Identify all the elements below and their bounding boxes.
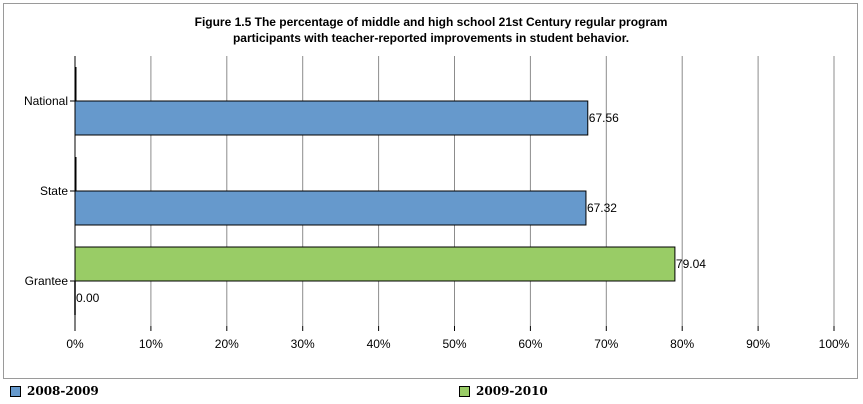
legend-swatch-2009-2010: [459, 385, 470, 397]
bar-grantee-2009-2010: [74, 246, 676, 282]
x-tick-label-40: 40%: [367, 337, 391, 351]
legend-item-2009-2010: 2009-2010: [459, 384, 548, 398]
data-label-national-2008-2009: 67.56: [589, 111, 619, 125]
x-tick-label-10: 10%: [139, 337, 163, 351]
data-label-state-2008-2009: 67.32: [587, 201, 617, 215]
y-tick-label-grantee: Grantee: [25, 274, 69, 288]
chart-title: Figure 1.5 The percentage of middle and …: [195, 15, 668, 45]
legend-label-2008-2009: 2008-2009: [27, 384, 99, 398]
bar-state-2008-2009: [74, 190, 587, 226]
legend-swatch-2008-2009: [10, 385, 21, 397]
legend: 2008-2009 2009-2010: [0, 382, 863, 402]
bars: [74, 67, 676, 315]
x-tick-label-70: 70%: [594, 337, 618, 351]
x-tick-label-20: 20%: [215, 337, 239, 351]
x-tick-label-90: 90%: [746, 337, 770, 351]
data-label-grantee-2009-2010: 79.04: [676, 257, 706, 271]
y-tick-label-state: State: [40, 184, 68, 198]
x-tick-label-50: 50%: [442, 337, 466, 351]
x-tick-label-60: 60%: [518, 337, 542, 351]
x-tick-label-100: 100%: [819, 337, 850, 351]
bar-national-2008-2009: [74, 100, 589, 136]
chart-title-line-1: Figure 1.5 The percentage of middle and …: [195, 15, 668, 29]
chart-frame: Figure 1.5 The percentage of middle and …: [3, 3, 858, 379]
chart-svg: Figure 1.5 The percentage of middle and …: [24, 15, 850, 351]
chart-title-line-2: participants with teacher-reported impro…: [233, 31, 629, 45]
x-tick-label-30: 30%: [291, 337, 315, 351]
data-labels: 67.56 67.32 0.00 79.04: [76, 111, 706, 305]
axes: 0% 10% 20% 30% 40% 50% 60% 70% 80% 90% 100% Nationa…: [24, 56, 850, 351]
legend-item-2008-2009: 2008-2009: [10, 384, 99, 398]
x-tick-label-0: 0%: [66, 337, 84, 351]
y-tick-label-national: National: [24, 94, 68, 108]
x-tick-label-80: 80%: [670, 337, 694, 351]
data-label-grantee-2008-2009: 0.00: [76, 291, 100, 305]
legend-label-2009-2010: 2009-2010: [476, 384, 548, 398]
